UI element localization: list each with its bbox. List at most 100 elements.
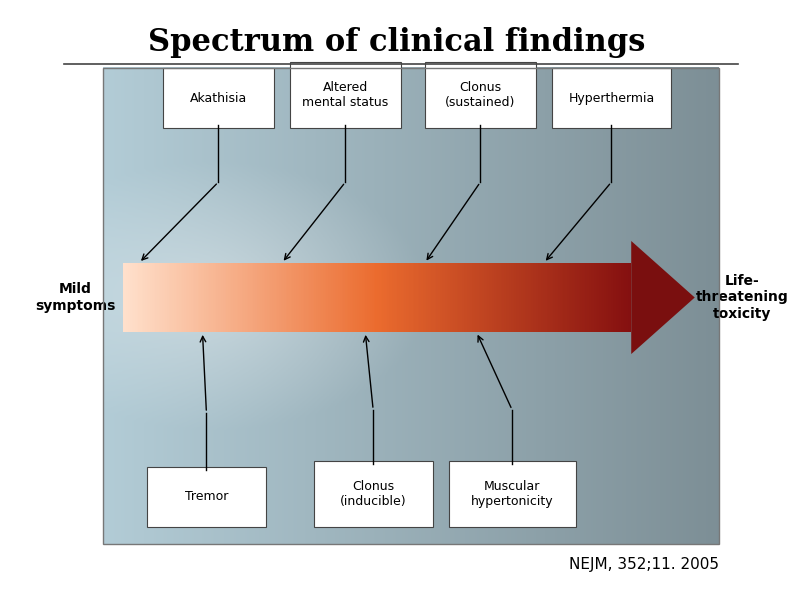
Bar: [437, 263, 438, 331]
Bar: [464, 263, 465, 331]
Bar: [609, 263, 611, 331]
Bar: [145, 263, 147, 331]
Bar: [531, 263, 533, 331]
Bar: [428, 263, 430, 331]
Bar: [218, 263, 220, 331]
Bar: [333, 263, 335, 331]
Bar: [225, 263, 226, 331]
Bar: [580, 263, 582, 331]
Bar: [306, 263, 308, 331]
Bar: [167, 263, 169, 331]
FancyBboxPatch shape: [290, 62, 401, 128]
Bar: [268, 263, 271, 331]
Bar: [377, 263, 379, 331]
Bar: [476, 263, 477, 331]
Bar: [335, 263, 337, 331]
Bar: [156, 263, 157, 331]
Bar: [497, 263, 499, 331]
Bar: [304, 263, 306, 331]
Bar: [489, 263, 491, 331]
Bar: [349, 263, 350, 331]
Bar: [589, 263, 591, 331]
Bar: [162, 263, 164, 331]
Bar: [376, 263, 377, 331]
Bar: [210, 263, 211, 331]
Bar: [298, 263, 299, 331]
Bar: [486, 263, 488, 331]
Bar: [392, 263, 394, 331]
Bar: [384, 263, 386, 331]
Bar: [507, 263, 509, 331]
Text: Muscular
hypertonicity: Muscular hypertonicity: [471, 480, 553, 508]
Bar: [538, 263, 540, 331]
Bar: [474, 263, 476, 331]
Bar: [615, 263, 616, 331]
Bar: [272, 263, 274, 331]
Bar: [594, 263, 596, 331]
Bar: [572, 263, 573, 331]
Text: Akathisia: Akathisia: [190, 92, 247, 105]
Bar: [191, 263, 192, 331]
Bar: [196, 263, 198, 331]
Bar: [519, 263, 521, 331]
Bar: [204, 263, 206, 331]
Bar: [604, 263, 606, 331]
Bar: [501, 263, 503, 331]
Bar: [147, 263, 148, 331]
Bar: [311, 263, 313, 331]
Bar: [211, 263, 213, 331]
Bar: [159, 263, 160, 331]
Bar: [372, 263, 374, 331]
Text: Spectrum of clinical findings: Spectrum of clinical findings: [148, 27, 646, 58]
Bar: [214, 263, 216, 331]
Bar: [533, 263, 534, 331]
Bar: [343, 263, 345, 331]
Bar: [421, 263, 423, 331]
Text: NEJM, 352;11. 2005: NEJM, 352;11. 2005: [569, 558, 719, 572]
Text: Life-
threatening
toxicity: Life- threatening toxicity: [696, 274, 788, 321]
Bar: [232, 263, 233, 331]
Bar: [465, 263, 467, 331]
Bar: [511, 263, 513, 331]
Bar: [592, 263, 594, 331]
Bar: [316, 263, 318, 331]
Bar: [133, 263, 135, 331]
Bar: [599, 263, 601, 331]
Bar: [350, 263, 352, 331]
Bar: [630, 263, 631, 331]
Bar: [286, 263, 287, 331]
Bar: [567, 263, 569, 331]
Bar: [414, 263, 416, 331]
Bar: [128, 263, 130, 331]
Bar: [265, 263, 267, 331]
Bar: [148, 263, 150, 331]
Bar: [499, 263, 501, 331]
Bar: [132, 263, 133, 331]
Bar: [506, 263, 507, 331]
Bar: [591, 263, 592, 331]
Bar: [411, 263, 413, 331]
Bar: [552, 263, 553, 331]
Bar: [141, 263, 144, 331]
Bar: [292, 263, 294, 331]
Bar: [391, 263, 392, 331]
Bar: [294, 263, 296, 331]
Bar: [368, 263, 370, 331]
Bar: [262, 263, 264, 331]
Bar: [526, 263, 528, 331]
Polygon shape: [631, 241, 695, 354]
Bar: [157, 263, 159, 331]
Bar: [542, 263, 543, 331]
Bar: [394, 263, 395, 331]
Bar: [322, 263, 323, 331]
Bar: [206, 263, 208, 331]
Bar: [174, 263, 175, 331]
Bar: [628, 263, 630, 331]
Bar: [624, 263, 626, 331]
Bar: [584, 263, 585, 331]
Bar: [446, 263, 449, 331]
Bar: [260, 263, 262, 331]
Bar: [401, 263, 403, 331]
FancyBboxPatch shape: [147, 467, 266, 527]
Bar: [433, 263, 435, 331]
